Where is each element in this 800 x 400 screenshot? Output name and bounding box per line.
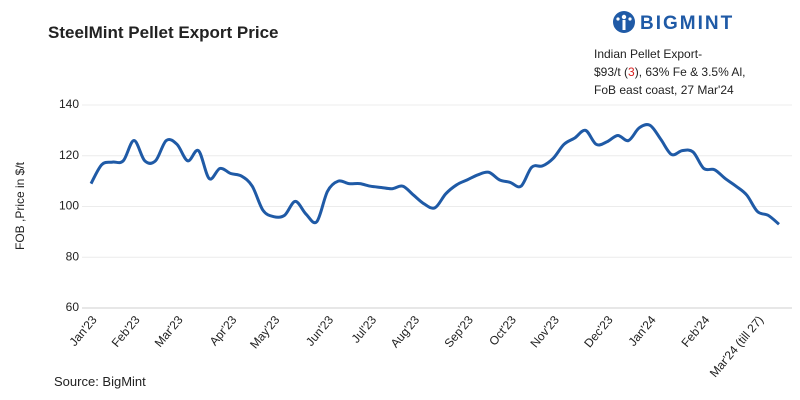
annotation-highlight: 3 — [628, 65, 635, 79]
x-tick-label: Mar'24 (till 27) — [707, 313, 766, 380]
x-tick-label: Nov'23 — [527, 313, 562, 351]
x-tick-label: Oct'23 — [486, 313, 519, 349]
x-tick-label: Sep'23 — [441, 313, 476, 351]
y-tick-label: 60 — [66, 300, 80, 314]
annotation-line: FoB east coast, 27 Mar'24 — [594, 83, 734, 97]
x-tick-label: Dec'23 — [581, 313, 616, 351]
x-tick-label: Jan'24 — [626, 313, 659, 349]
y-tick-label: 80 — [66, 249, 80, 263]
x-tick-label: Jul'23 — [349, 313, 380, 346]
y-tick-label: 140 — [59, 97, 79, 111]
y-axis-label: FOB ,Price in $/t — [13, 161, 27, 250]
y-tick-label: 120 — [59, 148, 79, 162]
annotation-line: $93/t (3), 63% Fe & 3.5% Al, — [594, 65, 745, 79]
brand: BIGMINT — [640, 13, 734, 34]
x-tick-label: Mar'23 — [152, 313, 186, 350]
chart-title: SteelMint Pellet Export Price — [48, 23, 279, 42]
y-tick-label: 100 — [59, 199, 79, 213]
x-tick-label: May'23 — [247, 313, 283, 352]
logo: BIGMINT — [613, 11, 734, 34]
x-tick-label: Jan'23 — [67, 313, 100, 349]
line-series — [89, 123, 780, 226]
source: Source: BigMint — [54, 374, 146, 389]
annotation-part: ), 63% Fe & 3.5% Al, — [635, 65, 746, 79]
x-tick-label: Feb'24 — [678, 313, 712, 350]
x-tick-label: Feb'23 — [109, 313, 143, 350]
x-tick-label: Aug'23 — [388, 313, 423, 351]
annotation-line: Indian Pellet Export- — [594, 47, 702, 61]
x-tick-label: Jun'23 — [303, 313, 336, 349]
x-tick-label: Apr'23 — [207, 313, 240, 349]
annotation-part: $93/t ( — [594, 65, 628, 79]
